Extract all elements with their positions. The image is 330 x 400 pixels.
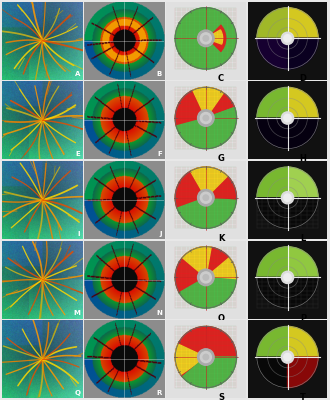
Circle shape: [281, 192, 294, 204]
Text: G: G: [218, 154, 225, 163]
Wedge shape: [287, 357, 318, 388]
Wedge shape: [257, 247, 287, 277]
Circle shape: [281, 351, 294, 363]
Text: T: T: [300, 393, 306, 400]
Circle shape: [198, 349, 214, 365]
Circle shape: [281, 112, 294, 124]
Text: Q: Q: [74, 390, 80, 396]
Wedge shape: [287, 326, 318, 357]
Circle shape: [175, 247, 237, 308]
Circle shape: [284, 194, 291, 201]
Wedge shape: [176, 108, 237, 149]
Circle shape: [257, 326, 318, 388]
Wedge shape: [206, 108, 237, 118]
Text: N: N: [156, 310, 162, 316]
Wedge shape: [287, 247, 318, 277]
Wedge shape: [175, 247, 237, 293]
Wedge shape: [257, 198, 318, 228]
Text: O: O: [218, 314, 225, 322]
Text: D: D: [299, 74, 306, 84]
Wedge shape: [179, 277, 236, 308]
Circle shape: [175, 88, 237, 149]
Wedge shape: [257, 38, 318, 69]
Text: P: P: [300, 314, 306, 322]
Circle shape: [198, 30, 214, 47]
Circle shape: [203, 275, 209, 280]
Text: A: A: [75, 71, 80, 77]
Circle shape: [284, 353, 291, 361]
Circle shape: [200, 192, 211, 203]
Text: J: J: [159, 231, 162, 237]
Circle shape: [257, 8, 318, 69]
Circle shape: [175, 8, 237, 69]
Wedge shape: [257, 326, 287, 357]
Circle shape: [198, 269, 214, 286]
Wedge shape: [175, 167, 237, 208]
Circle shape: [281, 271, 294, 284]
Wedge shape: [257, 277, 318, 308]
Wedge shape: [257, 8, 287, 38]
Circle shape: [175, 326, 237, 388]
Wedge shape: [193, 88, 223, 118]
Circle shape: [198, 110, 214, 126]
Circle shape: [203, 36, 209, 41]
Text: H: H: [299, 154, 306, 163]
Wedge shape: [206, 30, 223, 44]
Wedge shape: [257, 357, 287, 388]
Text: K: K: [218, 234, 224, 243]
Wedge shape: [175, 326, 237, 377]
Circle shape: [257, 247, 318, 308]
Wedge shape: [182, 357, 237, 388]
Text: R: R: [156, 390, 162, 396]
Circle shape: [203, 354, 209, 360]
Wedge shape: [206, 258, 237, 280]
Text: I: I: [78, 231, 80, 237]
Circle shape: [284, 114, 291, 122]
Wedge shape: [257, 167, 287, 198]
Wedge shape: [257, 88, 287, 118]
Text: E: E: [76, 151, 80, 157]
Wedge shape: [190, 167, 227, 198]
Circle shape: [200, 272, 211, 283]
Wedge shape: [287, 38, 318, 69]
Text: C: C: [218, 74, 224, 84]
Wedge shape: [206, 24, 226, 52]
Circle shape: [284, 35, 291, 42]
Circle shape: [200, 33, 211, 44]
Wedge shape: [177, 198, 236, 228]
Wedge shape: [257, 118, 318, 149]
Text: B: B: [157, 71, 162, 77]
Circle shape: [200, 112, 211, 124]
Circle shape: [175, 167, 237, 228]
Circle shape: [203, 195, 209, 200]
Text: F: F: [157, 151, 162, 157]
Circle shape: [200, 352, 211, 362]
Wedge shape: [287, 8, 318, 38]
Circle shape: [203, 115, 209, 121]
Circle shape: [281, 32, 294, 44]
Text: S: S: [218, 393, 224, 400]
Text: M: M: [73, 310, 80, 316]
Circle shape: [257, 167, 318, 228]
Circle shape: [257, 88, 318, 149]
Wedge shape: [287, 167, 318, 198]
Wedge shape: [175, 88, 235, 126]
Text: L: L: [300, 234, 306, 243]
Circle shape: [284, 274, 291, 281]
Wedge shape: [287, 88, 318, 118]
Wedge shape: [182, 247, 211, 277]
Wedge shape: [175, 344, 206, 375]
Circle shape: [198, 190, 214, 206]
Wedge shape: [175, 8, 227, 69]
